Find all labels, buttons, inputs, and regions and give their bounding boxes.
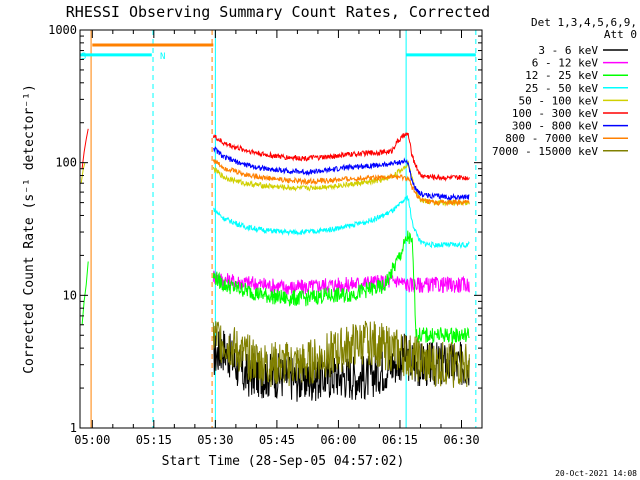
legend-entry-label: 300 - 800 keV — [512, 120, 598, 133]
x-tick-label: 06:30 — [443, 433, 479, 447]
chart-title: RHESSI Observing Summary Count Rates, Co… — [66, 3, 490, 21]
x-tick-label: 05:00 — [74, 433, 110, 447]
series-line — [212, 230, 470, 344]
series-line — [213, 146, 470, 202]
y-tick-label: 10 — [63, 288, 77, 302]
plot-frame — [79, 29, 483, 429]
legend-entry-label: 3 - 6 keV — [538, 44, 598, 57]
legend-header: Det 1,3,4,5,6,9, — [531, 16, 637, 29]
legend-header: Att 0 — [604, 28, 637, 41]
series-line — [212, 132, 470, 182]
early-series-segment — [81, 261, 89, 325]
legend-entry-label: 50 - 100 keV — [519, 94, 599, 107]
y-tick-label: 100 — [55, 156, 77, 170]
x-tick-label: 05:45 — [259, 433, 295, 447]
footer-date: 20-Oct-2021 14:08 — [555, 469, 637, 478]
y-axis-label-text: Corrected Count Rate (s⁻¹ detector⁻¹) — [22, 84, 37, 374]
flag-label: N — [160, 52, 165, 62]
x-axis-label: Start Time (28-Sep-05 04:57:02) — [162, 454, 405, 469]
series-line — [212, 160, 470, 207]
early-series-segment — [81, 128, 89, 169]
series-line — [213, 195, 470, 250]
legend-entry-label: 7000 - 15000 keV — [492, 145, 598, 158]
legend-entry-label: 100 - 300 keV — [512, 107, 598, 120]
data-series — [80, 128, 470, 402]
x-tick-label: 06:00 — [320, 433, 356, 447]
x-tick-label: 05:15 — [136, 433, 172, 447]
y-axis-label: Corrected Count Rate (s⁻¹ detector⁻¹) — [22, 84, 37, 374]
series-line — [212, 320, 470, 388]
y-tick-label: 1000 — [48, 23, 77, 37]
x-tick-label: 06:15 — [382, 433, 418, 447]
legend-entry-label: 12 - 25 keV — [525, 69, 598, 82]
x-tick-label: 05:30 — [197, 433, 233, 447]
legend-entry-label: 25 - 50 keV — [525, 82, 598, 95]
y-tick-label: 1 — [70, 421, 77, 435]
flag-label: S — [81, 52, 86, 62]
series-line — [212, 159, 470, 207]
legend-entry-label: 800 - 7000 keV — [505, 132, 598, 145]
axes: 05:00 05:15 05:30 05:45 06:00 06:15 06:30 1 10 10… — [48, 23, 482, 447]
legend-entry-label: 6 - 12 keV — [532, 57, 599, 70]
series-line — [212, 270, 470, 295]
